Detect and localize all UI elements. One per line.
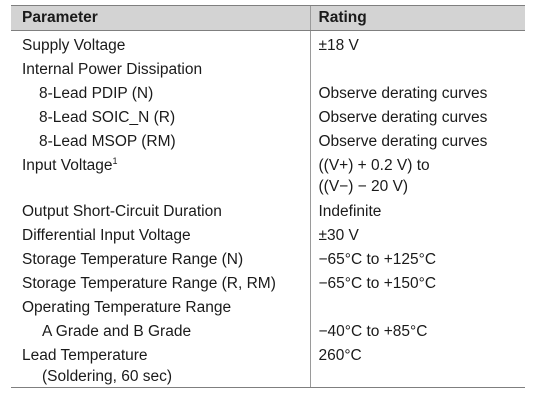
rating-cell: 260°C [309, 345, 525, 388]
parameter-cell: 8-Lead SOIC_N (R) [39, 109, 176, 126]
rating-cell [309, 297, 525, 321]
rating-cell: Indefinite [309, 201, 525, 225]
table-row-output-short-circuit: Output Short-Circuit Duration Indefinite [11, 201, 525, 225]
parameter-cell: A Grade and B Grade [42, 323, 192, 340]
table-row-supply-voltage: Supply Voltage ±18 V [11, 30, 525, 59]
parameter-cell: Operating Temperature Range [22, 299, 232, 316]
table-row-pdip: 8-Lead PDIP (N) Observe derating curves [11, 83, 525, 107]
parameter-cell: Output Short-Circuit Duration [22, 203, 222, 220]
table-row-lead-temperature: Lead Temperature (Soldering, 60 sec) 260… [11, 345, 525, 388]
parameter-text: Input Voltage [22, 157, 113, 174]
parameter-cell: Internal Power Dissipation [22, 61, 203, 78]
table-row-differential-input-voltage: Differential Input Voltage ±30 V [11, 225, 525, 249]
parameter-cell: Supply Voltage [22, 37, 126, 54]
parameter-cell: 8-Lead MSOP (RM) [39, 133, 176, 150]
parameter-cell: Storage Temperature Range (R, RM) [22, 275, 276, 292]
rating-cell: Observe derating curves [309, 131, 525, 155]
table-row-storage-temp-n: Storage Temperature Range (N) −65°C to +… [11, 249, 525, 273]
footnote-marker: 1 [112, 156, 118, 166]
rating-line-2: ((V−) − 20 V) [318, 178, 409, 195]
rating-cell: −65°C to +125°C [309, 249, 525, 273]
table-row-operating-temp: Operating Temperature Range [11, 297, 525, 321]
rating-cell: ((V+) + 0.2 V) to ((V−) − 20 V) [309, 155, 525, 201]
parameter-cell: Lead Temperature (Soldering, 60 sec) [11, 345, 310, 388]
table-row-grade: A Grade and B Grade −40°C to +85°C [11, 321, 525, 345]
parameter-cell: 8-Lead PDIP (N) [39, 85, 154, 102]
parameter-cell: Storage Temperature Range (N) [22, 251, 244, 268]
parameter-line-2: (Soldering, 60 sec) [42, 368, 173, 385]
table-row-storage-temp-r-rm: Storage Temperature Range (R, RM) −65°C … [11, 273, 525, 297]
table-row-msop: 8-Lead MSOP (RM) Observe derating curves [11, 131, 525, 155]
parameter-column-header: Parameter [11, 5, 310, 31]
rating-cell: ±30 V [309, 225, 525, 249]
rating-cell: Observe derating curves [309, 107, 525, 131]
table-row-input-voltage: Input Voltage1 ((V+) + 0.2 V) to ((V−) −… [11, 155, 525, 201]
rating-line-1: ((V+) + 0.2 V) to [318, 157, 430, 174]
table-row-internal-power-dissipation: Internal Power Dissipation [11, 59, 525, 83]
rating-cell: −40°C to +85°C [309, 321, 525, 345]
table-row-soic: 8-Lead SOIC_N (R) Observe derating curve… [11, 107, 525, 131]
rating-cell: ±18 V [309, 30, 525, 59]
parameter-line-1: Lead Temperature [22, 347, 148, 364]
parameter-cell: Input Voltage1 [11, 155, 310, 201]
table-header-row: Parameter Rating [11, 5, 525, 31]
rating-column-header: Rating [309, 5, 525, 31]
rating-cell: Observe derating curves [309, 83, 525, 107]
rating-cell [309, 59, 525, 83]
absolute-maximum-ratings-table: Parameter Rating Supply Voltage ±18 V In… [11, 5, 525, 388]
rating-cell: −65°C to +150°C [309, 273, 525, 297]
parameter-cell: Differential Input Voltage [22, 227, 191, 244]
